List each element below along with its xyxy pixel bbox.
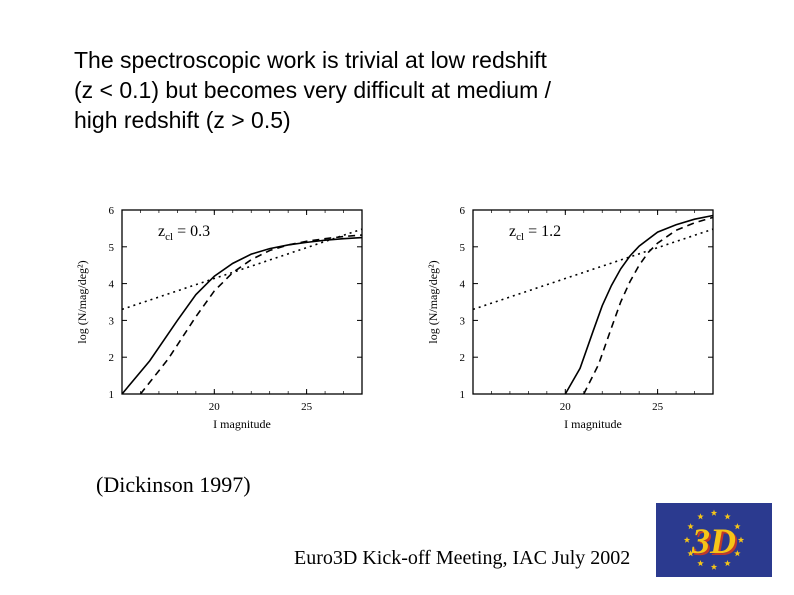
svg-text:I magnitude: I magnitude xyxy=(213,417,271,431)
svg-text:4: 4 xyxy=(109,279,115,291)
svg-text:20: 20 xyxy=(560,401,572,413)
chart-left: 1 2 3 4 5 6 20 25 I magnitude log (N/mag/deg²) zcl… xyxy=(72,202,370,436)
svg-text:6: 6 xyxy=(460,205,466,217)
svg-text:25: 25 xyxy=(652,401,664,413)
svg-text:2: 2 xyxy=(460,352,466,364)
svg-text:3: 3 xyxy=(460,315,466,327)
svg-text:6: 6 xyxy=(109,205,115,217)
footer-text: Euro3D Kick-off Meeting, IAC July 2002 xyxy=(294,547,630,570)
svg-text:zcl = 1.2: zcl = 1.2 xyxy=(509,223,561,243)
svg-text:5: 5 xyxy=(109,242,115,254)
logo-3d: 3D 3D xyxy=(656,503,772,577)
svg-text:I magnitude: I magnitude xyxy=(564,417,622,431)
body-text: The spectroscopic work is trivial at low… xyxy=(74,46,674,136)
chart-right: 1 2 3 4 5 6 20 25 I magnitude log (N/mag/deg²) zcl… xyxy=(423,202,721,436)
svg-text:log (N/mag/deg²): log (N/mag/deg²) xyxy=(426,260,440,343)
svg-text:3: 3 xyxy=(109,315,115,327)
svg-text:20: 20 xyxy=(209,401,221,413)
body-line-3: high redshift (z > 0.5) xyxy=(74,107,291,133)
svg-text:5: 5 xyxy=(460,242,466,254)
svg-text:3D: 3D xyxy=(691,521,736,561)
svg-text:1: 1 xyxy=(460,389,466,401)
svg-text:4: 4 xyxy=(460,279,466,291)
svg-text:2: 2 xyxy=(109,352,115,364)
logo-text-main: 3D xyxy=(691,521,736,561)
citation: (Dickinson 1997) xyxy=(96,472,251,498)
svg-text:log (N/mag/deg²): log (N/mag/deg²) xyxy=(75,260,89,343)
body-line-1: The spectroscopic work is trivial at low… xyxy=(74,47,547,73)
charts-container: 1234562025I magnitudelog (N/mag/deg²)zcl… xyxy=(72,202,721,436)
body-line-2: (z < 0.1) but becomes very difficult at … xyxy=(74,77,551,103)
svg-text:25: 25 xyxy=(301,401,313,413)
svg-text:zcl = 0.3: zcl = 0.3 xyxy=(158,223,210,243)
svg-text:1: 1 xyxy=(109,389,115,401)
